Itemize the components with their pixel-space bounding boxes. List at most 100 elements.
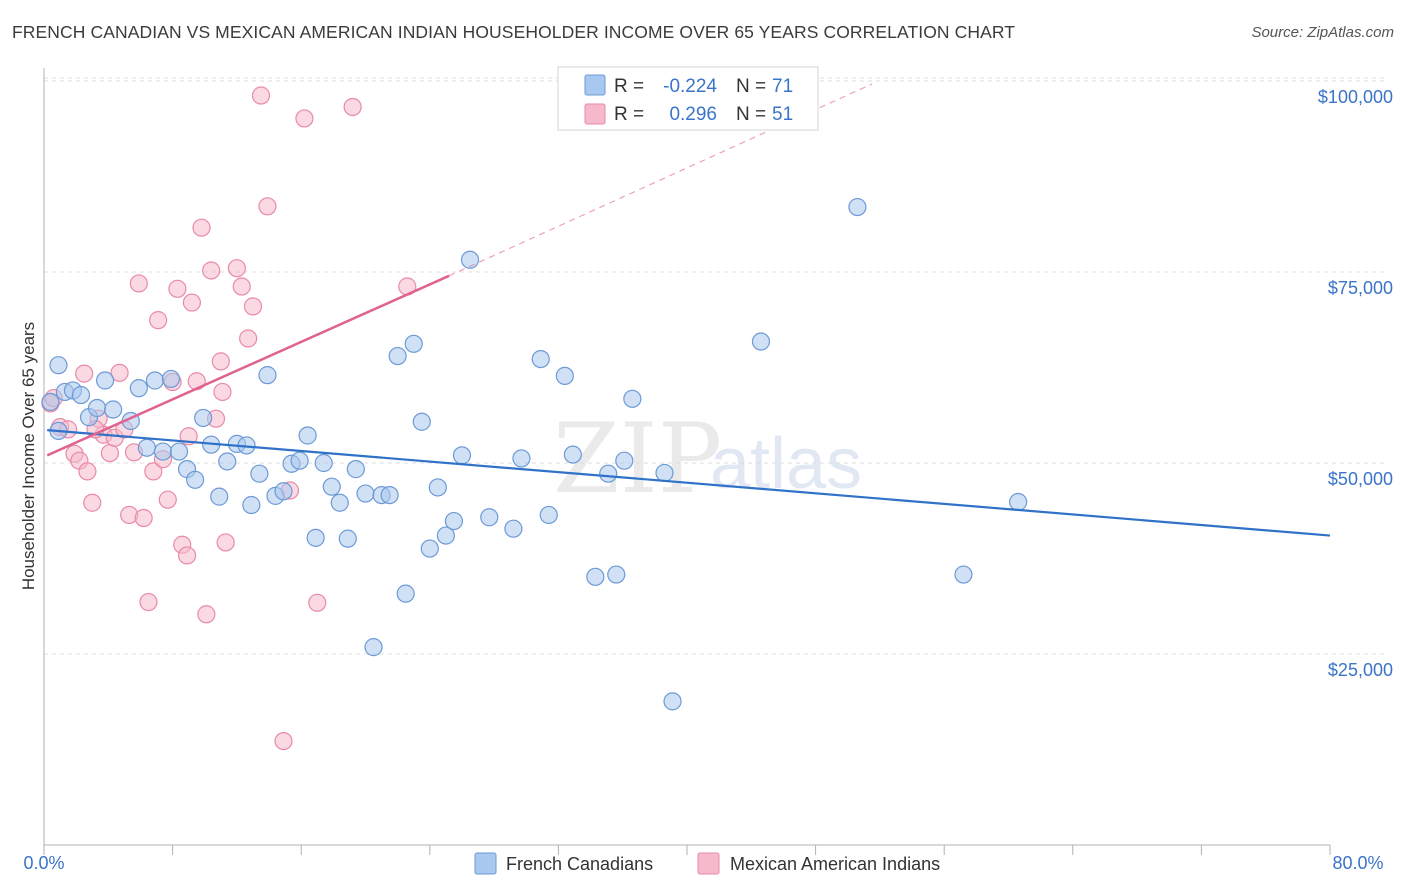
data-point <box>380 485 399 505</box>
data-point <box>599 464 618 483</box>
data-point <box>364 638 383 657</box>
y-axis-title: Householder Income Over 65 years <box>19 322 38 590</box>
data-point <box>169 442 189 461</box>
data-point <box>243 297 263 316</box>
data-point <box>78 462 97 481</box>
data-point <box>396 584 415 603</box>
data-point <box>149 311 168 330</box>
data-point <box>134 508 153 528</box>
y-tick-label: $75,000 <box>1328 278 1393 298</box>
data-point <box>49 356 68 375</box>
data-point <box>161 369 181 389</box>
data-point <box>239 329 258 348</box>
y-tick-label: $25,000 <box>1328 660 1393 680</box>
data-point <box>218 452 237 471</box>
data-point <box>452 446 472 465</box>
trend-line-mexican-american-indians <box>46 274 450 457</box>
data-point <box>274 731 293 751</box>
y-tick-label: $50,000 <box>1328 469 1393 489</box>
data-point <box>129 379 148 398</box>
legend-r-label-pink: R = <box>614 104 644 125</box>
data-point <box>512 449 531 468</box>
legend-n-label-blue: N = <box>736 76 766 97</box>
data-point <box>623 389 642 408</box>
series-legend: French Canadians Mexican American Indian… <box>474 852 940 875</box>
x-tick-label-min: 0.0% <box>23 853 64 873</box>
data-point <box>563 445 582 464</box>
data-point <box>168 279 187 298</box>
data-point <box>412 412 431 431</box>
legend-n-label-pink: N = <box>736 104 766 125</box>
data-point <box>258 197 277 216</box>
x-ticks <box>43 845 1331 855</box>
data-point <box>663 692 682 711</box>
legend-swatch-blue <box>584 74 606 96</box>
data-point <box>177 546 197 565</box>
y-tick-label: $100,000 <box>1318 87 1393 107</box>
source-label: Source: ZipAtlas.com <box>1251 24 1394 41</box>
data-point <box>346 460 365 479</box>
data-point <box>95 371 115 390</box>
legend-swatch-pink <box>584 103 606 125</box>
y-tick-labels: $25,000 $50,000 $75,000 $100,000 <box>1318 87 1393 680</box>
data-point <box>145 371 165 390</box>
data-point <box>110 363 129 382</box>
data-point <box>182 293 201 312</box>
data-point <box>586 567 605 586</box>
data-point <box>436 526 455 545</box>
data-point <box>213 382 232 402</box>
data-point <box>338 529 357 548</box>
data-point <box>210 487 229 506</box>
watermark-atlas: atlas <box>710 424 862 504</box>
bottom-legend-label-mexican-american-indians: Mexican American Indians <box>730 854 940 874</box>
data-point <box>139 592 158 612</box>
watermark-zip: ZIP <box>553 403 722 515</box>
data-point <box>751 332 771 351</box>
data-point <box>227 259 246 278</box>
correlation-legend: R = -0.224 N = 71 R = 0.296 N = 51 <box>557 66 819 131</box>
data-point <box>129 274 148 293</box>
data-point <box>444 511 464 531</box>
data-point <box>404 334 423 353</box>
legend-n-value-blue: 71 <box>772 76 793 97</box>
data-point <box>295 109 314 128</box>
data-point <box>330 493 349 512</box>
data-point <box>1009 492 1028 512</box>
data-point <box>531 349 550 369</box>
data-point <box>192 218 211 237</box>
data-point <box>153 442 173 461</box>
data-point <box>186 470 205 489</box>
data-point <box>100 443 120 463</box>
trend-line-french-canadians <box>47 429 1331 537</box>
data-point <box>194 408 213 428</box>
data-point <box>41 392 60 411</box>
data-point <box>388 346 407 366</box>
data-point <box>290 451 309 470</box>
data-point <box>343 97 362 117</box>
data-point <box>308 593 327 612</box>
data-point <box>87 398 107 418</box>
data-point <box>954 565 973 584</box>
data-point <box>83 493 102 512</box>
data-point <box>250 464 269 483</box>
data-point <box>480 508 499 527</box>
x-tick-label-max: 80.0% <box>1332 853 1383 873</box>
data-point <box>607 565 626 584</box>
bottom-legend-swatch-pink <box>697 852 720 875</box>
data-point <box>158 490 177 509</box>
data-point <box>216 533 235 552</box>
data-point <box>75 364 94 383</box>
bottom-legend-swatch-blue <box>474 852 497 875</box>
data-point <box>274 482 293 501</box>
data-point <box>655 463 674 483</box>
legend-n-value-pink: 51 <box>772 104 793 125</box>
bottom-legend-label-french-canadians: French Canadians <box>506 854 653 874</box>
data-point <box>420 539 439 558</box>
data-point <box>202 261 221 280</box>
legend-r-value-blue: -0.224 <box>663 76 717 97</box>
data-point <box>104 400 123 419</box>
data-point <box>211 352 230 371</box>
data-point <box>144 462 163 481</box>
data-point <box>539 505 558 525</box>
